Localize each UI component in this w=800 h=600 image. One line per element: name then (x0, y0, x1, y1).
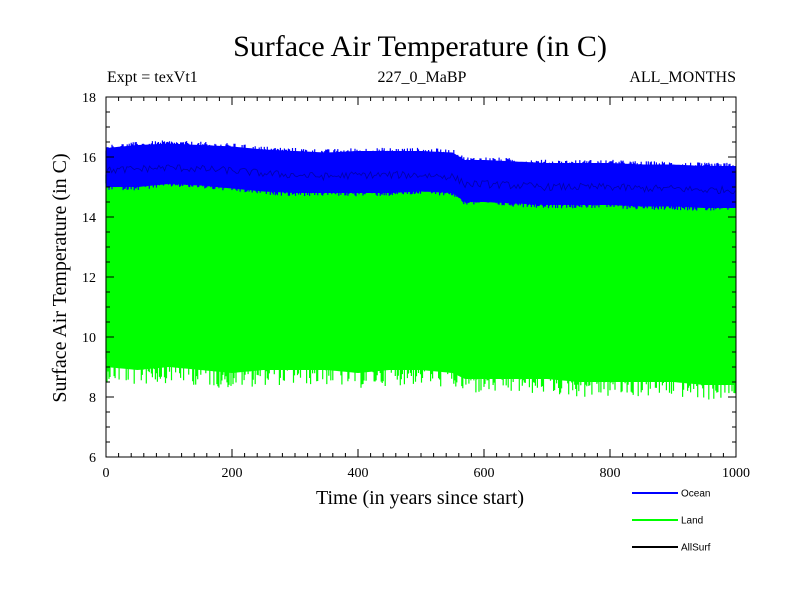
legend-label-ocean: Ocean (681, 489, 710, 500)
months-label: ALL_MONTHS (629, 69, 736, 86)
y-tick-label: 10 (82, 331, 96, 346)
y-tick-label: 14 (82, 211, 96, 226)
axes: 0 200 400 600 800 1000 6 8 10 12 14 16 18 (82, 91, 750, 481)
allsurf-series-line (105, 164, 736, 195)
period-label: 227_0_MaBP (378, 69, 467, 86)
x-tick-label: 400 (348, 466, 369, 481)
legend-label-allsurf: AllSurf (681, 543, 711, 554)
chart-title: Surface Air Temperature (in C) (233, 30, 607, 63)
y-tick-label: 6 (89, 451, 96, 466)
x-tick-label: 800 (600, 466, 621, 481)
legend: Ocean Land AllSurf (632, 489, 711, 554)
x-tick-label: 200 (222, 466, 243, 481)
legend-label-land: Land (681, 516, 703, 527)
x-tick-label: 1000 (722, 466, 750, 481)
expt-label: Expt = texVt1 (107, 69, 198, 86)
y-tick-label: 16 (82, 151, 96, 166)
x-tick-label: 0 (103, 466, 110, 481)
plot-area (105, 140, 736, 400)
x-axis-label: Time (in years since start) (316, 487, 524, 509)
x-tick-label: 600 (474, 466, 495, 481)
y-tick-label: 8 (89, 391, 96, 406)
y-axis-label: Surface Air Temperature (in C) (49, 153, 71, 402)
y-tick-label: 18 (82, 91, 96, 106)
y-tick-label: 12 (82, 271, 96, 286)
